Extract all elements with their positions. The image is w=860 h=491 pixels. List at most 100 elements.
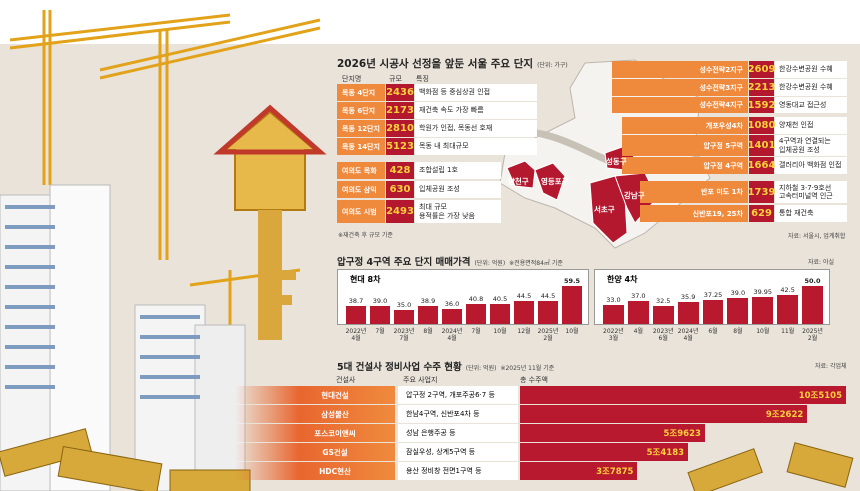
price-bar (562, 286, 582, 324)
contractor-sites: 용산 정비창 전면1구역 등 (398, 462, 518, 480)
complex-name: 여의도 삼익 (337, 181, 385, 198)
contractor-name: GS건설 (235, 443, 395, 461)
x-tick-label: 2024년 4월 (441, 328, 463, 343)
bar-value-label: 40.8 (468, 295, 484, 304)
x-tick-label: 6월 (708, 328, 718, 335)
complex-feature: 한강수변공원 수혜 (775, 79, 847, 96)
complexes-unit: (단위: 가구) (537, 62, 568, 69)
chart-hanyang4: 한양 4차 33.0 2022년 3월 37.0 4월 32.5 2023년 6월 35.9 2… (594, 269, 830, 342)
complex-name: 신반포19, 25차 (640, 205, 748, 222)
bar-value-label: 39.0 (730, 289, 746, 298)
complex-feature: 목동 내 최대규모 (415, 138, 537, 155)
complex-feature: 입체공원 조성 (415, 181, 501, 198)
price-bar (652, 305, 674, 324)
price-bar (346, 306, 366, 324)
price-bar (627, 300, 649, 324)
complexes-source: 자료: 서울시, 업계취합 (788, 233, 846, 240)
prices-source: 자료: 아실 (808, 259, 835, 266)
contractor-row: 포스코이앤씨 성남 은행주공 등 5조9623 (235, 424, 860, 442)
price-bar (677, 301, 699, 324)
complex-size: 2810 (386, 120, 414, 137)
chart-series-title: 한양 4차 (607, 275, 638, 284)
bar-value-label: 59.5 (563, 277, 581, 286)
complex-feature: 4구역과 연결되는 입체공원 조성 (775, 135, 847, 156)
complex-feature: 백화점 등 중심상권 인접 (415, 84, 537, 101)
complex-feature: 재건축 속도 가장 빠름 (415, 102, 537, 119)
money-bundles-icon (687, 442, 854, 491)
x-tick-label: 2025년 2월 (537, 328, 559, 343)
x-tick-label: 7월 (375, 328, 385, 335)
complex-feature: 영동대교 접근성 (775, 97, 847, 113)
complex-row: 신반포19, 25차 629 통합 재건축 (640, 205, 847, 222)
complex-feature: 지하철 3·7·9호선 고속터미널역 인근 (775, 181, 847, 203)
complex-size: 1080 (748, 117, 775, 134)
prices-title: 압구정 4구역 주요 단지 매매가격 (단위: 억원) ※전용면적84㎡ 기준 (337, 254, 563, 268)
complex-size: 2213 (748, 79, 775, 96)
complex-name: 여의도 시범 (337, 200, 385, 223)
complex-size: 2173 (386, 102, 414, 119)
contractors-title: 5대 건설사 정비사업 수주 현황 (단위: 억원) ※2025년 11월 기준 (337, 359, 554, 373)
complex-row: 반포 미도 1차 1739 지하철 3·7·9호선 고속터미널역 인근 (640, 181, 847, 203)
prices-title-text: 압구정 4구역 주요 단지 매매가격 (337, 257, 471, 268)
complex-row: 압구정 4구역 1664 갤러리아 백화점 인접 (622, 157, 847, 174)
contractor-row: HDC현산 용산 정비창 전면1구역 등 3조7875 (235, 462, 860, 480)
x-tick-label: 2024년 4월 (677, 328, 699, 343)
contractor-name: 포스코이앤씨 (235, 424, 395, 442)
header-sites: 주요 사업지 (403, 376, 438, 384)
complexes-footnote: ※재건축 후 규모 기준 (338, 232, 393, 239)
price-bar (394, 309, 414, 324)
complex-size: 1664 (748, 157, 775, 174)
complex-name: 성수전략4지구 (612, 97, 748, 113)
bar-value-label: 39.0 (372, 296, 388, 305)
complex-feature: 양재천 인접 (775, 117, 847, 134)
prices-note: ※전용면적84㎡ 기준 (509, 260, 563, 267)
contractor-sites: 잠실우성, 상계5구역 등 (398, 443, 518, 461)
prices-unit: (단위: 억원) (474, 260, 506, 267)
complex-size: 2609 (748, 61, 775, 78)
district-label-yangcheon: 양천구 (508, 177, 529, 186)
district-label-gangnam: 강남구 (624, 191, 645, 200)
x-tick-label: 4월 (633, 328, 643, 335)
x-tick-label: 8월 (423, 328, 433, 335)
complex-name: 성수전략3지구 (612, 79, 748, 96)
x-tick-label: 2022년 4월 (345, 328, 367, 343)
complex-row: 여의도 시범 2493 최대 규모 용적률은 가장 낮음 (337, 200, 501, 223)
header-feature: 특징 (416, 75, 429, 83)
bar-value-label: 39.95 (753, 288, 773, 297)
bar-value-label: 37.25 (703, 291, 723, 300)
x-tick-label: 2022년 3월 (603, 328, 624, 343)
complex-name: 목동 4단지 (337, 84, 385, 101)
price-bar (418, 306, 438, 324)
contractor-name: 현대건설 (235, 386, 395, 404)
money-bundles-icon (0, 428, 251, 491)
complex-size: 2493 (386, 200, 414, 223)
complex-row: 압구정 5구역 1401 4구역과 연결되는 입체공원 조성 (622, 135, 847, 156)
contractor-sites: 성남 은행주공 등 (398, 424, 518, 442)
district-label-seocho: 서초구 (594, 205, 615, 214)
price-bar (538, 300, 558, 324)
complex-row: 목동 14단지 5123 목동 내 최대규모 (337, 138, 537, 155)
price-bar (370, 305, 390, 324)
price-bar (442, 308, 462, 324)
complex-row: 성수전략3지구 2213 한강수변공원 수혜 (612, 79, 847, 96)
bar-value-label: 37.0 (631, 291, 646, 300)
complex-row: 여의도 삼익 630 입체공원 조성 (337, 181, 501, 198)
complex-size: 2436 (386, 84, 414, 101)
price-bar (466, 304, 486, 324)
contractor-sites: 한남4구역, 신반포4차 등 (398, 405, 518, 423)
bar-value-label: 35.9 (680, 292, 696, 301)
price-bar (603, 305, 624, 324)
complex-feature: 조합설립 1호 (415, 162, 501, 179)
bar-value-label: 36.0 (444, 299, 460, 308)
header-size: 규모 (389, 75, 402, 83)
bar-value-label: 44.5 (516, 291, 532, 300)
header-company: 건설사 (336, 376, 356, 384)
complex-name: 개포우성4차 (622, 117, 748, 134)
complex-feature: 학원가 인접, 목동선 호재 (415, 120, 537, 137)
complexes-title: 2026년 시공사 선정을 앞둔 서울 주요 단지 (단위: 가구) (337, 56, 568, 71)
district-yangcheon (506, 160, 536, 189)
bar-value-label: 44.5 (540, 291, 556, 300)
complex-row: 목동 6단지 2173 재건축 속도 가장 빠름 (337, 102, 537, 119)
bar-value-label: 40.5 (492, 295, 508, 304)
bar-value-label: 38.7 (348, 297, 364, 306)
